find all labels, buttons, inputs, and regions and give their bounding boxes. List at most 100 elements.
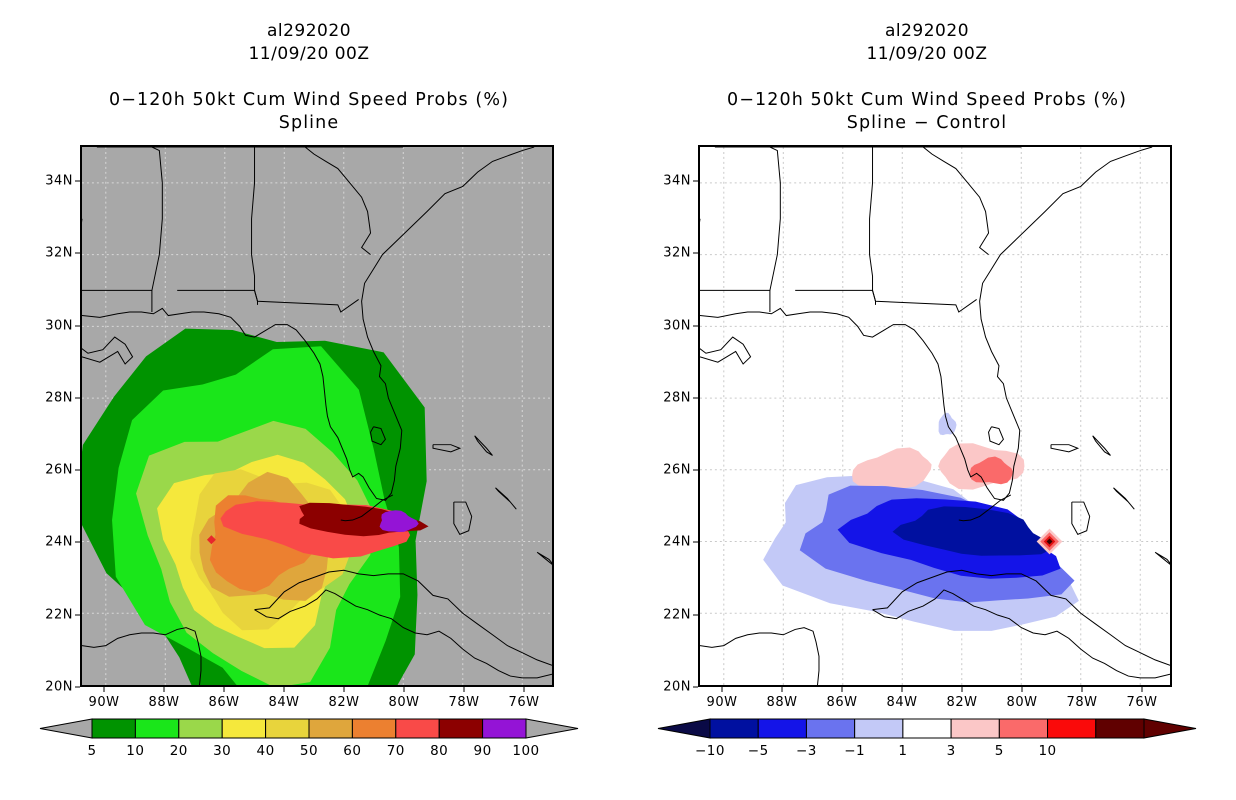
forecast-date-right: 11/09/20 00Z <box>866 44 988 64</box>
lat-tick-mark <box>693 614 698 616</box>
colorbar-swatches-right <box>654 716 1200 742</box>
lat-tick-label: 20N <box>45 679 73 695</box>
colorbar-tick-label: 60 <box>343 743 362 759</box>
lon-tick-mark <box>163 687 165 692</box>
colorbar-segment <box>351 718 397 739</box>
map-canvas-left <box>82 147 552 685</box>
lon-tick-mark <box>1081 687 1083 692</box>
colorbar-tick-label: 20 <box>169 743 188 759</box>
storm-marker <box>1046 538 1053 545</box>
colorbar-segment <box>482 718 527 739</box>
colorbar-segment <box>757 718 807 739</box>
colorbar-segment <box>950 718 1000 739</box>
colorbar-arrow-high <box>1143 718 1197 739</box>
colorbar-tick-label: 30 <box>213 743 232 759</box>
lat-tick-label: 30N <box>45 318 73 334</box>
colorbar-canvas-left <box>39 718 579 739</box>
lat-tick-label: 28N <box>45 390 73 406</box>
lon-tick-label: 88W <box>766 695 798 710</box>
colorbar-canvas-right <box>657 718 1197 739</box>
lat-tick-label: 34N <box>663 173 691 189</box>
colorbar-tick-label: 3 <box>946 743 956 759</box>
map-frame-right[interactable] <box>698 145 1172 687</box>
colorbar-tick-label: 10 <box>1038 743 1057 759</box>
colorbar-tick-label: −10 <box>695 743 725 759</box>
panel-spline-minus-control: al292020 11/09/20 00Z 0−120h 50kt Cum Wi… <box>618 0 1236 800</box>
lat-tick-label: 24N <box>45 534 73 550</box>
lon-tick-label: 78W <box>1066 695 1098 710</box>
lat-tick-label: 22N <box>45 607 73 623</box>
colorbar-segment <box>805 718 856 739</box>
colorbar-tick-label: 70 <box>386 743 405 759</box>
colorbar-segment <box>395 718 440 739</box>
colorbar-segment <box>1095 718 1145 739</box>
colorbar-segment <box>134 718 180 739</box>
lat-tick-label: 22N <box>663 607 691 623</box>
colorbar-tick-label: −5 <box>747 743 769 759</box>
lon-tick-mark <box>463 687 465 692</box>
colorbar-arrow-low <box>657 718 711 739</box>
lon-tick-mark <box>901 687 903 692</box>
lon-tick-label: 86W <box>208 695 240 710</box>
colorbar-segment <box>709 718 759 739</box>
lat-tick-mark <box>693 397 698 399</box>
colorbar-tick-label: 50 <box>299 743 319 759</box>
panel-spline: al292020 11/09/20 00Z 0−120h 50kt Cum Wi… <box>0 0 618 776</box>
map-frame-left[interactable] <box>80 145 554 687</box>
lon-tick-mark <box>961 687 963 692</box>
lat-tick-label: 30N <box>663 318 691 334</box>
colorbar-labels-left: 5 10 20 30 40 50 60 70 80 90 100 <box>36 743 582 765</box>
lon-tick-mark <box>403 687 405 692</box>
colorbar-segment <box>1047 718 1097 739</box>
colorbar-tick-label: −1 <box>844 743 866 759</box>
colorbar-labels-right: −10 −5 −3 −1 1 3 5 10 <box>654 743 1200 765</box>
lat-tick-mark <box>75 397 80 399</box>
contour-band-100 <box>379 510 419 533</box>
colorbar-arrow-high <box>525 718 579 739</box>
lon-tick-mark <box>841 687 843 692</box>
colorbar-arrow-low <box>39 718 93 739</box>
colorbar-tick-label: 80 <box>430 743 449 759</box>
colorbar-segment <box>854 718 904 739</box>
lat-tick-mark <box>693 469 698 471</box>
colorbar-tick-label: −3 <box>795 743 817 759</box>
lat-tick-mark <box>693 252 698 254</box>
lat-tick-label: 34N <box>45 173 73 189</box>
map-canvas-right <box>700 147 1170 685</box>
product-title-right: 0−120h 50kt Cum Wind Speed Probs (%) <box>727 90 1127 110</box>
lon-tick-mark <box>103 687 105 692</box>
product-title-left: 0−120h 50kt Cum Wind Speed Probs (%) <box>109 90 509 110</box>
colorbar-right: −10 −5 −3 −1 1 3 5 10 <box>654 716 1200 776</box>
lon-tick-mark <box>283 687 285 692</box>
lon-tick-label: 78W <box>448 695 480 710</box>
colorbar-left: 5 10 20 30 40 50 60 70 80 90 100 <box>36 716 582 776</box>
colorbar-swatches-left <box>36 716 582 742</box>
lat-tick-mark <box>693 541 698 543</box>
map-container-right: 20N 22N 24N 26N 28N 30N 32N 34N 90W 88W 86W 84W 82W 8… <box>663 145 1172 710</box>
panel-subtitle-right: Spline − Control <box>846 113 1008 133</box>
colorbar-segment <box>902 718 952 739</box>
forecast-date-left: 11/09/20 00Z <box>248 44 370 64</box>
colorbar-tick-label: 10 <box>126 743 145 759</box>
panel-titles-left: al292020 11/09/20 00Z 0−120h 50kt Cum Wi… <box>0 0 618 135</box>
lat-tick-mark <box>75 541 80 543</box>
lon-tick-label: 90W <box>88 695 120 710</box>
lat-tick-label: 32N <box>663 245 691 261</box>
colorbar-segment <box>221 718 267 739</box>
colorbar-segment <box>265 718 310 739</box>
colorbar-tick-label: 100 <box>512 743 540 759</box>
lat-tick-label: 28N <box>663 390 691 406</box>
lon-tick-label: 76W <box>508 695 540 710</box>
lon-tick-mark <box>1021 687 1023 692</box>
lat-tick-mark <box>693 180 698 182</box>
lat-tick-label: 24N <box>663 534 691 550</box>
lat-tick-mark <box>75 686 80 688</box>
colorbar-segment <box>91 718 136 739</box>
lat-tick-label: 26N <box>663 462 691 478</box>
lat-tick-label: 20N <box>663 679 691 695</box>
lat-tick-mark <box>75 180 80 182</box>
lat-tick-mark <box>693 325 698 327</box>
lon-tick-label: 86W <box>826 695 858 710</box>
colorbar-segment <box>308 718 353 739</box>
